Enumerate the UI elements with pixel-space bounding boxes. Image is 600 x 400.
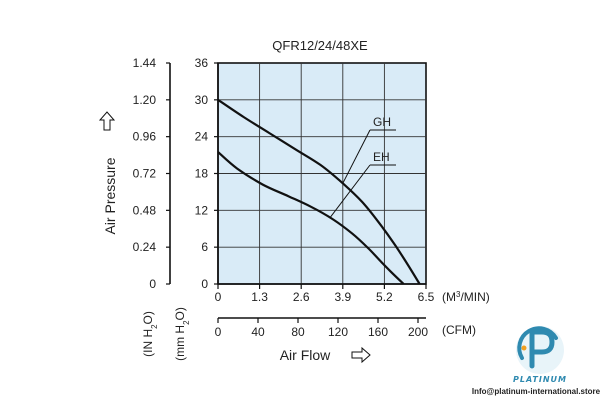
x-tick-label: 5.2	[376, 290, 393, 304]
cfm-tick-label: 80	[291, 325, 305, 339]
in-tick-label: 0	[149, 277, 156, 291]
x-tick-label: 2.6	[293, 290, 310, 304]
mm-tick-label: 36	[195, 56, 209, 70]
x-tick-label: 6.5	[418, 290, 435, 304]
cfm-tick-label: 160	[368, 325, 388, 339]
in-tick-label: 1.20	[133, 93, 157, 107]
y-unit-mm-h2o: (mm H2O)	[173, 307, 191, 361]
cfm-tick-label: 0	[215, 325, 222, 339]
leader-eh	[329, 164, 371, 219]
cfm-tick-label: 40	[251, 325, 265, 339]
platinum-logo: PLATINUM	[513, 326, 567, 384]
curve-label-eh: EH	[373, 150, 390, 164]
x-unit-cfm: (CFM)	[442, 323, 476, 337]
mm-tick-label: 30	[195, 93, 209, 107]
in-tick-label: 0.48	[133, 203, 157, 217]
mm-tick-label: 12	[195, 203, 209, 217]
mm-tick-label: 6	[201, 240, 208, 254]
x-unit-m3min: (M3/MIN)	[442, 290, 490, 305]
y-unit-in-h2o: (IN H2O)	[141, 311, 159, 357]
y-ticks: 0 6 12 18 24 30 36 0 0.24 0.48 0.72 0.96 1.20 1.44	[133, 56, 218, 291]
x-ticks: 0 1.3 2.6 3.9 5.2 6.5 0 40 80 120 160 200	[215, 284, 435, 339]
curve-labels: GH EH	[329, 115, 396, 219]
in-tick-label: 0.72	[133, 167, 157, 181]
mm-tick-label: 0	[201, 277, 208, 291]
in-tick-label: 0.96	[133, 130, 157, 144]
air-flow-arrow-icon	[351, 346, 371, 364]
x-axis-label: Air Flow	[280, 347, 331, 363]
curve-label-gh: GH	[373, 115, 391, 129]
logo-word: PLATINUM	[513, 375, 567, 384]
cfm-tick-label: 120	[328, 325, 348, 339]
y-axis-label: Air Pressure	[102, 157, 118, 234]
x-tick-label: 1.3	[251, 290, 268, 304]
x-tick-label: 3.9	[334, 290, 351, 304]
in-tick-label: 0.24	[133, 240, 157, 254]
air-pressure-arrow-icon	[98, 111, 116, 131]
chart-title: QFR12/24/48XE	[272, 38, 368, 53]
mm-tick-label: 18	[195, 167, 209, 181]
mm-tick-label: 24	[195, 130, 209, 144]
in-tick-label: 1.44	[133, 56, 157, 70]
x-tick-label: 0	[215, 290, 222, 304]
cfm-tick-label: 200	[408, 325, 428, 339]
leader-gh	[342, 129, 371, 184]
curve-eh	[217, 151, 405, 285]
grid-lines	[218, 63, 426, 284]
contact-email: Info@platinum-international.store	[472, 387, 600, 396]
